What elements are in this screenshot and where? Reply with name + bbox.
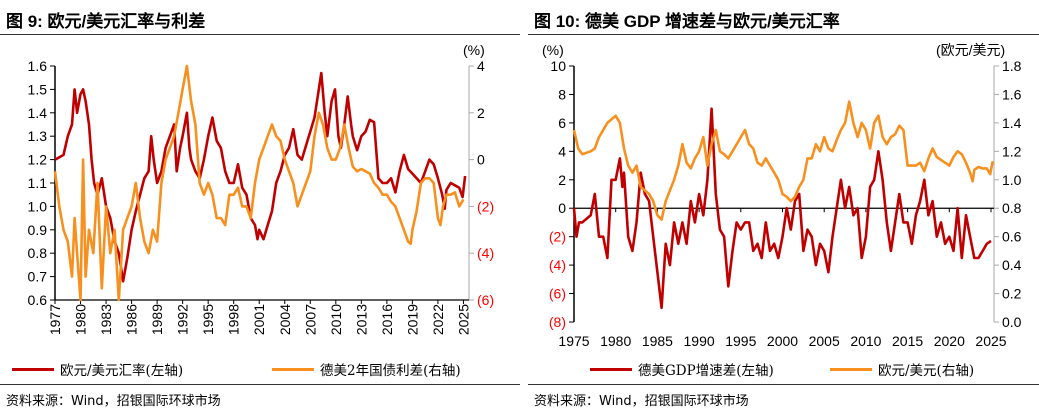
- x-tick-label: 2022: [430, 304, 446, 335]
- x-tick-label: 2020: [934, 333, 965, 349]
- y-left-tick-label: 4: [558, 143, 566, 159]
- x-tick-label: 2004: [277, 304, 293, 335]
- title-divider: [528, 34, 1039, 35]
- y-right-tick-label: 0.4: [1002, 257, 1022, 273]
- y-right-tick-label: 2: [477, 105, 485, 121]
- x-tick-label: 2025: [975, 333, 1006, 349]
- series-line-right: [53, 64, 465, 302]
- x-tick-label: 1990: [684, 333, 715, 349]
- x-tick-label: 2015: [892, 333, 923, 349]
- y-left-tick-label: 8: [558, 86, 566, 102]
- legend-item-spread: 德美2年国债利差(右轴): [272, 359, 461, 379]
- eurusd-rate-spread-chart: 0.6 0.7 0.8 0.9 1.0 1.1 1.2 1.3 1.4 1.5 1.6 (6) (4) (…: [28, 42, 495, 335]
- y-right-tick-label: (4): [477, 245, 494, 261]
- y-right-tick-label: 0.6: [1002, 229, 1022, 245]
- x-tick-label: 1977: [47, 304, 63, 335]
- y-left-tick-label: 0: [558, 200, 566, 216]
- y-left-tick-label: 2: [558, 172, 566, 188]
- x-tick-label: 1975: [558, 333, 589, 349]
- y-right-tick-label: 1.8: [1002, 58, 1022, 74]
- y-left-tick-label: 0.7: [28, 269, 48, 285]
- source-divider: [528, 384, 1039, 385]
- y-right-tick-label: 0: [477, 152, 485, 168]
- x-tick-label: 1980: [600, 333, 631, 349]
- y-left-tick-label: 1.0: [28, 198, 48, 214]
- x-tick-label: 2005: [809, 333, 840, 349]
- y-left-tick-label: 1.6: [28, 58, 48, 74]
- y-left-tick-label: (2): [549, 229, 566, 245]
- y-left-tick-label: 0.6: [28, 292, 48, 308]
- legend-label: 德美GDP增速差(左轴): [638, 363, 774, 379]
- x-tick-label: 2016: [379, 304, 395, 335]
- source-note: 资料来源：Wind，招银国际环球市场: [534, 394, 749, 409]
- y-right-tick-label: (2): [477, 198, 494, 214]
- y-left-tick-label: (8): [549, 314, 566, 330]
- legend-label: 欧元/美元汇率(左轴): [60, 363, 184, 379]
- legend-item-eurusd: 欧元/美元(右轴): [830, 359, 974, 379]
- x-tick-label: 2010: [850, 333, 881, 349]
- legend-item-eurusd: 欧元/美元汇率(左轴): [12, 359, 183, 379]
- x-tick-label: 1986: [124, 304, 140, 335]
- legend-item-gdp-diff: 德美GDP增速差(左轴): [590, 359, 774, 379]
- left-chart-panel: 图 9: 欧元/美元汇率与利差 0.6 0.7 0.8 0.9 1.0 1.1 1.2 1.3…: [0, 12, 520, 409]
- y-left-tick-label: 1.3: [28, 128, 48, 144]
- y-left-tick-label: 1.2: [28, 152, 48, 168]
- y-left-tick-label: 1.4: [28, 105, 48, 121]
- legend-label: 欧元/美元(右轴): [878, 363, 975, 379]
- legend-swatch-red: [12, 367, 54, 371]
- y-right-tick-label: 0.8: [1002, 200, 1022, 216]
- y-left-tick-label: (4): [549, 257, 566, 273]
- x-tick-label: 1995: [200, 304, 216, 335]
- x-tick-label: 2010: [328, 304, 344, 335]
- x-tick-label: 1985: [642, 333, 673, 349]
- y-right-tick-label: 4: [477, 58, 485, 74]
- x-tick-label: 2019: [404, 304, 420, 335]
- y-right-tick-label: (6): [477, 292, 494, 308]
- y-right-tick-label: 1.2: [1002, 143, 1022, 159]
- y-left-tick-label: 1.1: [28, 175, 48, 191]
- source-divider: [0, 384, 520, 385]
- x-tick-label: 1992: [175, 304, 191, 335]
- y-right-tick-label: 0.2: [1002, 286, 1022, 302]
- gdp-diff-eurusd-chart: (8) (6) (4) (2) 0 2 4 6 8 10 0.0 0.2 0.4 0.6 0.8 1.0 1.2…: [542, 42, 1022, 349]
- x-tick-label: 1989: [149, 304, 165, 335]
- x-tick-label: 1998: [226, 304, 242, 335]
- x-tick-label: 2013: [353, 304, 369, 335]
- x-tick-label: 2007: [302, 304, 318, 335]
- right-chart-panel: 图 10: 德美 GDP 增速差与欧元/美元汇率 (8) (6) (4) (2) 0 2 4…: [528, 0, 1039, 418]
- legend-swatch-orange: [830, 367, 872, 371]
- left-chart-title: 图 9: 欧元/美元汇率与利差: [6, 12, 206, 31]
- y-left-tick-label: 10: [550, 58, 566, 74]
- title-divider: [0, 34, 520, 35]
- series-line-right: [572, 100, 994, 221]
- x-tick-label: 2000: [767, 333, 798, 349]
- y-right-tick-label: 1.6: [1002, 86, 1022, 102]
- y-left-tick-label: 0.9: [28, 222, 48, 238]
- y-right-unit: (%): [463, 42, 485, 58]
- x-tick-label: 1980: [73, 304, 89, 335]
- x-tick-label: 1983: [98, 304, 114, 335]
- series-line-left: [54, 71, 467, 283]
- y-right-tick-label: 1.4: [1002, 115, 1022, 131]
- y-left-tick-label: (6): [549, 286, 566, 302]
- y-left-tick-label: 0.8: [28, 245, 48, 261]
- source-note: 资料来源：Wind，招银国际环球市场: [6, 394, 221, 409]
- legend-label: 德美2年国债利差(右轴): [320, 363, 461, 379]
- legend-swatch-orange: [272, 367, 314, 371]
- x-tick-label: 2025: [455, 304, 471, 335]
- y-right-unit: (欧元/美元): [936, 42, 1005, 58]
- y-left-tick-label: 6: [558, 115, 566, 131]
- y-left-tick-label: 1.5: [28, 81, 48, 97]
- y-right-tick-label: 1.0: [1002, 172, 1022, 188]
- x-tick-label: 2001: [251, 304, 267, 335]
- legend-swatch-red: [590, 367, 632, 371]
- right-chart-title: 图 10: 德美 GDP 增速差与欧元/美元汇率: [534, 12, 840, 31]
- x-tick-label: 1995: [725, 333, 756, 349]
- y-left-unit: (%): [542, 42, 564, 58]
- y-right-tick-label: 0.0: [1002, 314, 1022, 330]
